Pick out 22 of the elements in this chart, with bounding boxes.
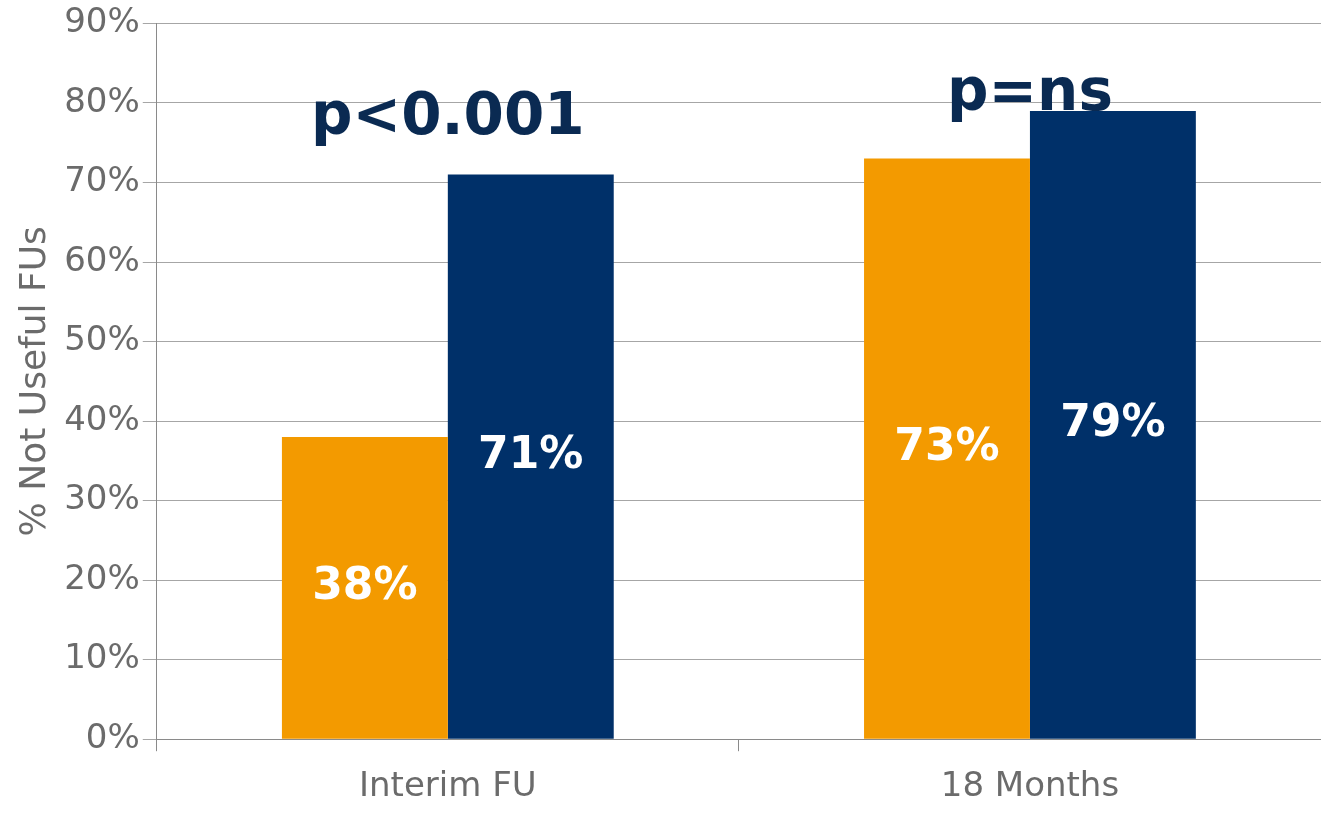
y-tick-label: 20%	[64, 556, 140, 597]
data-label: 38%	[312, 558, 418, 610]
y-tick-label: 0%	[85, 716, 140, 757]
y-tick-label: 60%	[64, 238, 140, 279]
y-tick-label: 50%	[64, 318, 140, 359]
bar	[447, 174, 614, 739]
bar	[281, 436, 448, 739]
x-tick-label: 18 Months	[940, 764, 1120, 805]
y-tick-label: 10%	[64, 636, 140, 677]
y-tick-label: 90%	[64, 0, 140, 41]
annotation: p=ns	[946, 56, 1113, 125]
data-label: 73%	[894, 419, 1000, 471]
y-tick-label: 40%	[64, 397, 140, 438]
x-tick-label: Interim FU	[359, 764, 537, 805]
y-tick-label: 70%	[64, 159, 140, 200]
bar	[864, 158, 1030, 739]
data-label: 71%	[478, 427, 584, 479]
data-label: 79%	[1060, 395, 1166, 447]
y-tick-label: 80%	[64, 79, 140, 120]
annotation: p<0.001	[311, 79, 585, 148]
y-axis-title: % Not Useful FUs	[11, 226, 53, 537]
y-tick-label: 30%	[64, 477, 140, 518]
